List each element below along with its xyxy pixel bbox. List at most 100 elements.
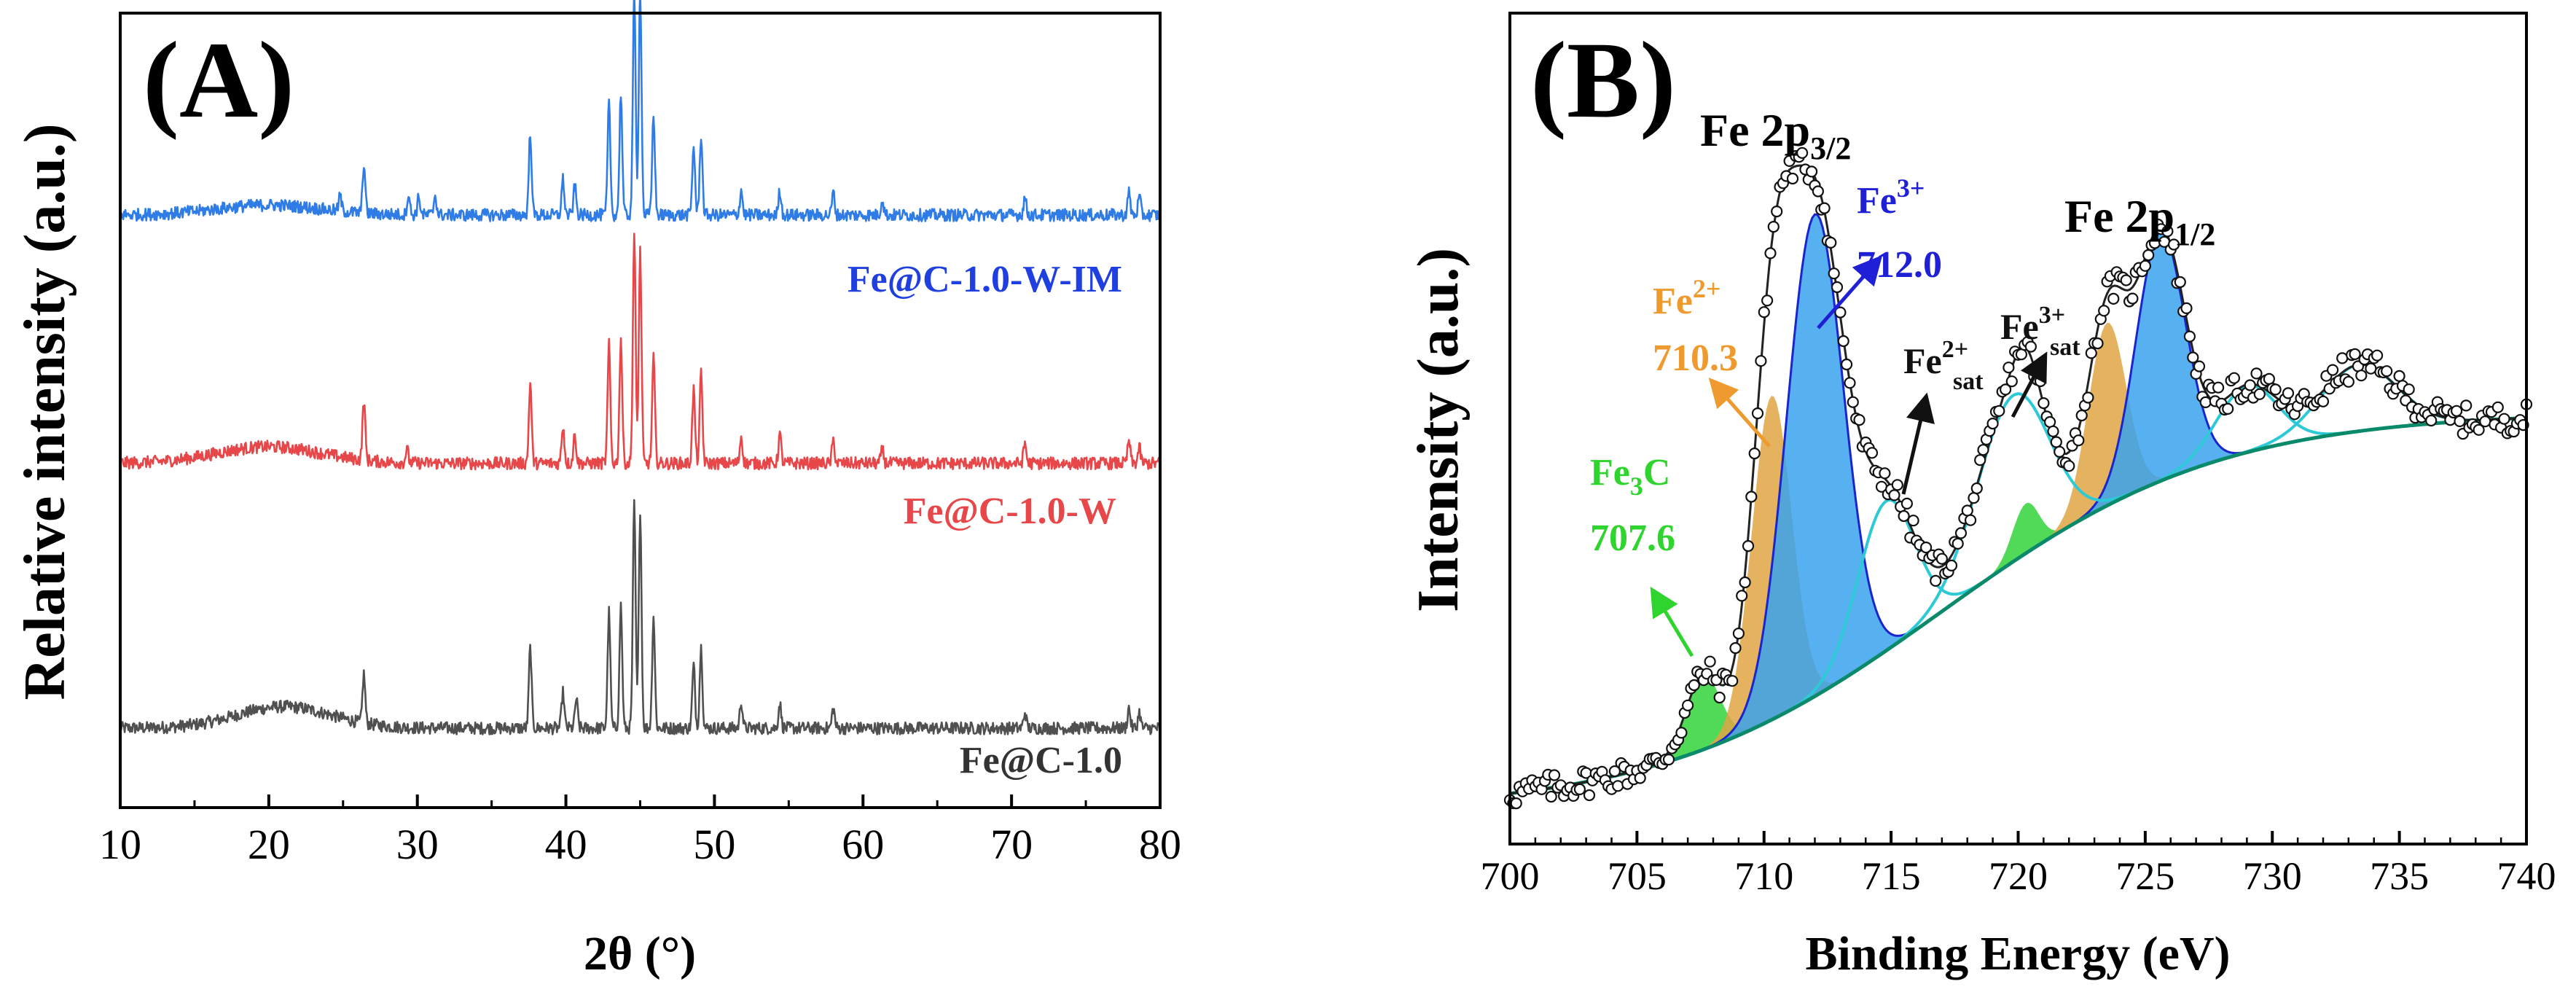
fe-2p32-label: Fe 2p3/2 <box>1700 104 1851 166</box>
xps-data-point <box>2126 292 2139 305</box>
panel-a-x-tick-label: 20 <box>248 821 290 868</box>
panel-b-x-tick-label: 715 <box>1862 854 1921 898</box>
xps-data-point <box>2222 402 2234 415</box>
xps-data-point <box>2005 375 2018 388</box>
xps-data-point <box>1739 576 1751 589</box>
fe3plus-arrow <box>1817 255 1883 329</box>
xps-data-point <box>2003 362 2015 374</box>
xps-data-point <box>1583 789 1596 802</box>
fe2plus-label: Fe2+ <box>1653 274 1720 322</box>
fe3c-fe-text: Fe <box>1590 452 1630 493</box>
xps-data-point <box>1825 236 1837 249</box>
xps-data-point <box>1688 679 1700 692</box>
fe3plus-label: Fe3+ <box>1857 173 1925 222</box>
xps-data-point <box>1837 335 1849 348</box>
xps-data-point <box>2336 352 2349 364</box>
xps-data-point <box>1745 491 1758 503</box>
xps-data-point <box>1968 492 1980 504</box>
panel-a-x-tick-label: 80 <box>1139 821 1181 868</box>
fe3c-subscript: 3 <box>1630 472 1643 501</box>
xps-data-point <box>2193 360 2206 372</box>
xps-data-point <box>1796 147 1809 159</box>
xps-data-point <box>2054 445 2066 458</box>
xrd-series-fe-c-1-0-w <box>119 233 1162 471</box>
panel-a-x-tick-label: 10 <box>99 821 141 868</box>
xps-data-point <box>1758 306 1770 319</box>
panel-b-x-tick-label: 730 <box>2243 854 2302 898</box>
xps-data-point <box>2425 414 2438 427</box>
xps-data-point <box>2063 460 2075 472</box>
xps-data-point <box>2454 415 2466 428</box>
xps-data-point <box>2098 305 2110 317</box>
xps-data-point <box>2174 276 2186 289</box>
xps-data-point <box>2355 370 2368 382</box>
xps-data-point <box>1977 444 1989 456</box>
xps-data-point <box>2180 302 2193 314</box>
xps-data-point <box>2365 362 2377 375</box>
xps-data-point <box>2317 395 2330 407</box>
fe3plus-superscript: 3+ <box>1897 173 1925 203</box>
xps-data-point <box>1742 539 1755 552</box>
xps-component-line-sat-2p1-2-a <box>1509 383 2527 795</box>
xps-data-point <box>2479 415 2491 428</box>
fe-2p12-subscript: 1/2 <box>2174 216 2215 252</box>
series-label-fe-c-1-0-w: Fe@C-1.0-W <box>904 491 1116 532</box>
xps-data-point <box>1930 574 1942 587</box>
fe2-sat-superscript: 2+ <box>1942 336 1968 363</box>
panel-b-x-tick-label: 710 <box>1734 854 1793 898</box>
xps-data-point <box>1900 497 1913 510</box>
xps-data-point <box>1986 417 1999 430</box>
fe-2p32-subscript: 3/2 <box>1810 130 1851 166</box>
xps-data-points <box>1503 147 2533 810</box>
fe3-sat-arrow <box>2011 351 2048 418</box>
xps-data-point <box>1951 537 1964 550</box>
panel-b-x-tick-label: 720 <box>1989 854 2048 898</box>
xps-data-point <box>2269 383 2282 396</box>
xps-data-point <box>1834 306 1847 319</box>
xps-data-point <box>1945 559 1958 572</box>
xps-data-point <box>1974 454 1986 466</box>
xps-data-point <box>1786 172 1799 185</box>
xps-data-point <box>1847 396 1859 408</box>
xps-data-point <box>2228 372 2240 384</box>
panel-a-label: (A) <box>143 20 294 141</box>
fe-2p12-label: Fe 2p1/2 <box>2064 190 2215 252</box>
xps-data-point <box>1818 202 1831 214</box>
xps-data-point <box>1898 509 1910 523</box>
fe2plus-superscript: 2+ <box>1693 274 1721 303</box>
xps-data-point <box>1608 765 1621 778</box>
xps-data-point <box>1920 541 1933 554</box>
panel-a-x-tick-label: 70 <box>990 821 1033 868</box>
xps-data-point <box>2403 383 2415 396</box>
xps-data-point <box>1831 281 1844 294</box>
xps-data-point <box>1748 447 1761 460</box>
xrd-series-fe-c-1-0 <box>119 499 1161 735</box>
xps-data-point <box>2498 413 2510 425</box>
panel-a-y-axis-title: Relative intensity (a.u.) <box>13 123 77 700</box>
fe2plus-text: Fe <box>1653 281 1693 322</box>
xps-data-point <box>1751 407 1764 420</box>
panel-b-x-tick-label: 700 <box>1481 854 1540 898</box>
fe3c-label: Fe3C <box>1590 452 1670 501</box>
xps-data-point <box>1812 185 1824 198</box>
xps-data-point <box>1713 691 1726 704</box>
xps-data-point <box>2161 225 2174 238</box>
xps-data-point <box>1573 783 1586 796</box>
xps-data-point <box>1961 504 1973 517</box>
panel-a-x-tick-label: 60 <box>842 821 884 868</box>
xps-data-point <box>2460 399 2473 412</box>
xps-data-point <box>1726 675 1739 687</box>
xps-data-point <box>1761 294 1774 307</box>
fe-2p12-text: Fe 2p <box>2064 190 2174 242</box>
fe3c-value: 707.6 <box>1590 518 1675 559</box>
xps-data-point <box>2050 436 2062 448</box>
xps-data-point <box>1675 727 1688 739</box>
xps-data-point <box>2250 367 2263 380</box>
xps-data-point <box>1853 413 1866 426</box>
xps-data-point <box>2082 391 2094 404</box>
xps-data-point <box>1755 355 1767 367</box>
xps-data-point <box>1662 753 1675 766</box>
xps-data-point <box>2371 349 2384 362</box>
xps-data-point <box>2037 397 2050 410</box>
